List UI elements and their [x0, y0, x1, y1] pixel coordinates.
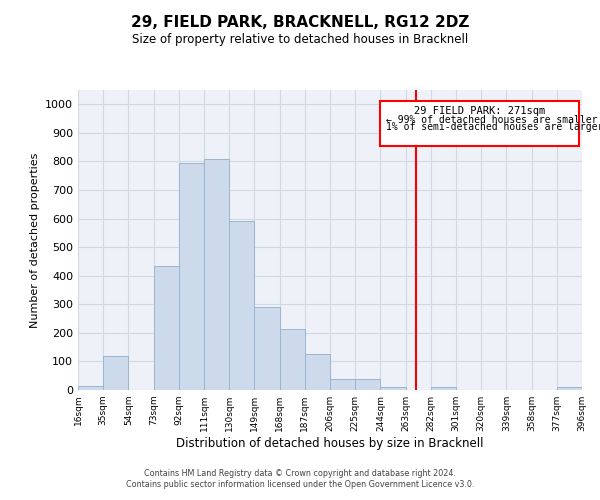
Bar	[355, 378, 380, 390]
Y-axis label: Number of detached properties: Number of detached properties	[29, 152, 40, 328]
Bar	[305, 354, 330, 390]
Bar	[204, 158, 229, 390]
Bar	[330, 378, 355, 390]
Text: 29 FIELD PARK: 271sqm: 29 FIELD PARK: 271sqm	[414, 106, 545, 117]
Text: Contains HM Land Registry data © Crown copyright and database right 2024.: Contains HM Land Registry data © Crown c…	[144, 468, 456, 477]
Bar	[154, 266, 179, 390]
Bar	[280, 328, 305, 390]
Bar	[103, 356, 128, 390]
Bar	[229, 222, 254, 390]
Bar	[179, 163, 204, 390]
FancyBboxPatch shape	[380, 102, 580, 146]
Text: Size of property relative to detached houses in Bracknell: Size of property relative to detached ho…	[132, 32, 468, 46]
Text: ← 99% of detached houses are smaller (3,444): ← 99% of detached houses are smaller (3,…	[386, 114, 600, 124]
Bar	[431, 387, 456, 390]
Text: 29, FIELD PARK, BRACKNELL, RG12 2DZ: 29, FIELD PARK, BRACKNELL, RG12 2DZ	[131, 15, 469, 30]
Bar	[380, 387, 406, 390]
Bar	[557, 387, 582, 390]
Text: 1% of semi-detached houses are larger (19) →: 1% of semi-detached houses are larger (1…	[386, 122, 600, 132]
Text: Distribution of detached houses by size in Bracknell: Distribution of detached houses by size …	[176, 438, 484, 450]
Text: Contains public sector information licensed under the Open Government Licence v3: Contains public sector information licen…	[126, 480, 474, 489]
Bar	[78, 386, 103, 390]
Bar	[254, 307, 280, 390]
